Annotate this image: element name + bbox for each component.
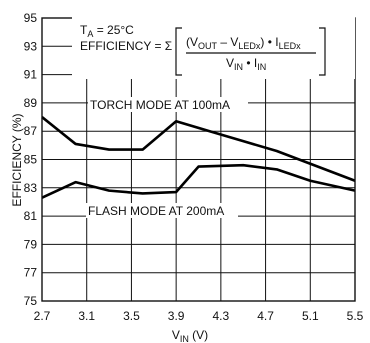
torch-mode-line xyxy=(41,116,356,182)
axes: 2.7 3.1 3.5 3.9 4.3 4.7 5.1 5.5 75 77 79 81 83 85 87 89… xyxy=(24,11,364,323)
x-tick-label: 4.7 xyxy=(257,309,274,323)
y-tick-label: 79 xyxy=(24,237,38,251)
y-tick-label: 95 xyxy=(24,11,38,25)
x-tick-label: 3.9 xyxy=(168,309,185,323)
y-tick-label: 85 xyxy=(24,153,38,167)
y-axis-label: EFFICIENCY (%) xyxy=(10,113,24,206)
formula-numerator: (VOUT – VLEDx) • ILEDx xyxy=(186,35,301,51)
x-tick-label: 4.3 xyxy=(213,309,230,323)
left-bracket xyxy=(175,27,182,76)
x-tick-label: 3.5 xyxy=(123,309,140,323)
y-tick-label: 77 xyxy=(24,266,38,280)
x-tick-label: 5.5 xyxy=(347,309,364,323)
temperature-note: TA = 25°C xyxy=(80,23,134,39)
efficiency-formula-label: EFFICIENCY = Σ xyxy=(80,39,172,53)
annotation-bg xyxy=(72,15,355,79)
series-label-flash: FLASH MODE AT 200mA xyxy=(88,204,224,218)
formula-denominator: VIN • IIN xyxy=(226,56,266,72)
x-tick-label: 3.1 xyxy=(78,309,95,323)
torch-label-bg xyxy=(88,97,248,112)
x-axis-label: VIN (V) xyxy=(172,328,208,343)
y-tick-label: 75 xyxy=(24,294,38,308)
y-tick-label: 91 xyxy=(24,68,38,82)
flash-label-bg xyxy=(86,203,238,218)
y-tick-label: 93 xyxy=(24,39,38,53)
x-tick-label: 5.1 xyxy=(302,309,319,323)
right-bracket xyxy=(319,27,326,76)
y-tick-label: 87 xyxy=(24,124,38,138)
y-tick-label: 81 xyxy=(24,209,38,223)
y-tick-label: 83 xyxy=(24,181,38,195)
series-label-torch: TORCH MODE AT 100mA xyxy=(90,98,230,112)
series-lines xyxy=(41,116,356,199)
flash-mode-line xyxy=(41,163,356,199)
x-tick-label: 2.7 xyxy=(34,309,51,323)
y-tick-label: 89 xyxy=(24,96,38,110)
